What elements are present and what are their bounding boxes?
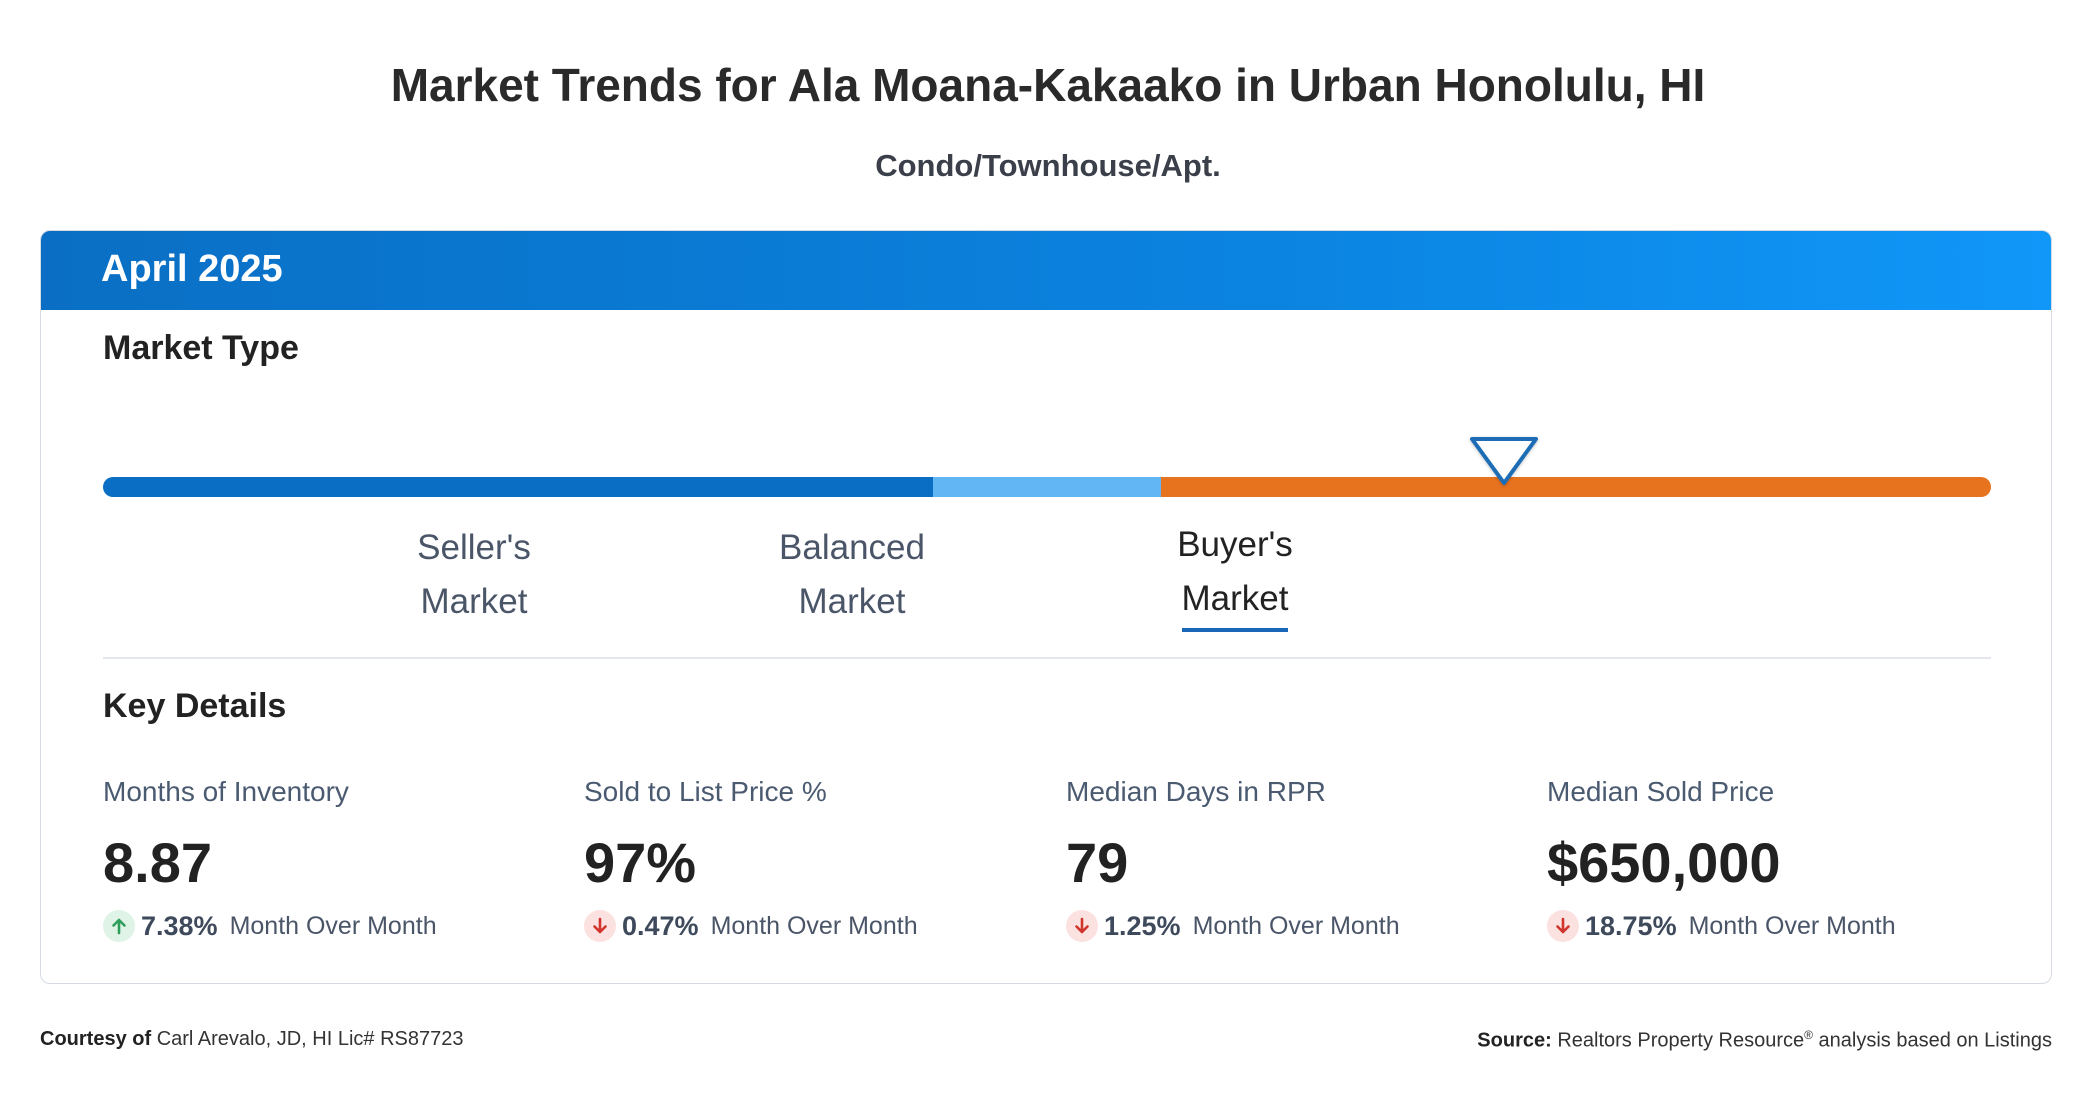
market-type-meter [103,477,1991,497]
arrow-down-icon [1547,910,1579,942]
change-percent: 0.47% [622,910,699,941]
page-subtitle: Condo/Townhouse/Apt. [875,148,1221,183]
source-text-suffix: analysis based on Listings [1812,1029,2053,1052]
stat-median-sold-price: Median Sold Price $650,000 18.75% Month … [1547,772,2007,944]
stat-label: Sold to List Price % [584,776,827,807]
stat-label: Median Sold Price [1547,776,1775,807]
section-divider [103,657,1991,659]
arrow-up-icon [103,910,135,942]
stat-median-days-in-rpr: Median Days in RPR 79 1.25% Month Over M… [1066,772,1526,944]
stat-change: 1.25% Month Over Month [1066,908,1526,944]
stat-months-of-inventory: Months of Inventory 8.87 7.38% Month Ove… [103,772,563,944]
sellers-market-label: Seller's Market [417,528,531,621]
meter-segment-buyer [1161,477,1991,497]
change-label: Month Over Month [229,911,437,940]
source-label: Source: [1477,1029,1552,1052]
stat-value: $650,000 [1547,831,1781,894]
courtesy-text: Carl Arevalo, JD, HI Lic# RS87723 [156,1028,464,1050]
meter-segment-balanced [933,477,1161,497]
period-title: April 2025 [101,248,283,290]
stat-sold-to-list-price: Sold to List Price % 97% 0.47% Month Ove… [584,772,1044,944]
stat-value: 8.87 [103,831,212,894]
meter-segment-seller [103,477,933,497]
change-percent: 7.38% [141,910,218,941]
stat-value: 97% [584,831,697,894]
stat-label: Median Days in RPR [1066,776,1326,807]
source-text: Realtors Property Resource [1557,1029,1805,1052]
arrow-down-icon [584,910,616,942]
courtesy-label: Courtesy of [40,1028,152,1050]
source-footer: Source: Realtors Property Resource® anal… [1477,1028,2052,1053]
stat-change: 0.47% Month Over Month [584,908,1044,944]
courtesy-footer: Courtesy of Carl Arevalo, JD, HI Lic# RS… [40,1028,464,1051]
stat-value: 79 [1066,831,1129,894]
triangle-down-marker-icon [1470,437,1538,485]
stat-label: Months of Inventory [103,776,349,807]
arrow-down-icon [1066,910,1098,942]
registered-mark: ® [1804,1028,1813,1042]
change-label: Month Over Month [1688,911,1896,940]
change-label: Month Over Month [710,911,918,940]
change-label: Month Over Month [1192,911,1400,940]
stat-change: 18.75% Month Over Month [1547,908,2007,944]
key-details-stats: Months of Inventory 8.87 7.38% Month Ove… [103,772,1991,942]
buyers-market-label-selected: Buyer's Market [1105,518,1365,632]
card-header: April 2025 [41,231,2051,310]
change-percent: 18.75% [1585,910,1677,941]
page-title: Market Trends for Ala Moana-Kakaako in U… [390,59,1706,111]
change-percent: 1.25% [1104,910,1181,941]
market-trends-card: April 2025 Market Type Seller's Market B… [40,230,2052,984]
stat-change: 7.38% Month Over Month [103,908,563,944]
market-type-heading: Market Type [103,329,299,367]
balanced-market-label: Balanced Market [779,528,925,621]
key-details-heading: Key Details [103,687,287,725]
